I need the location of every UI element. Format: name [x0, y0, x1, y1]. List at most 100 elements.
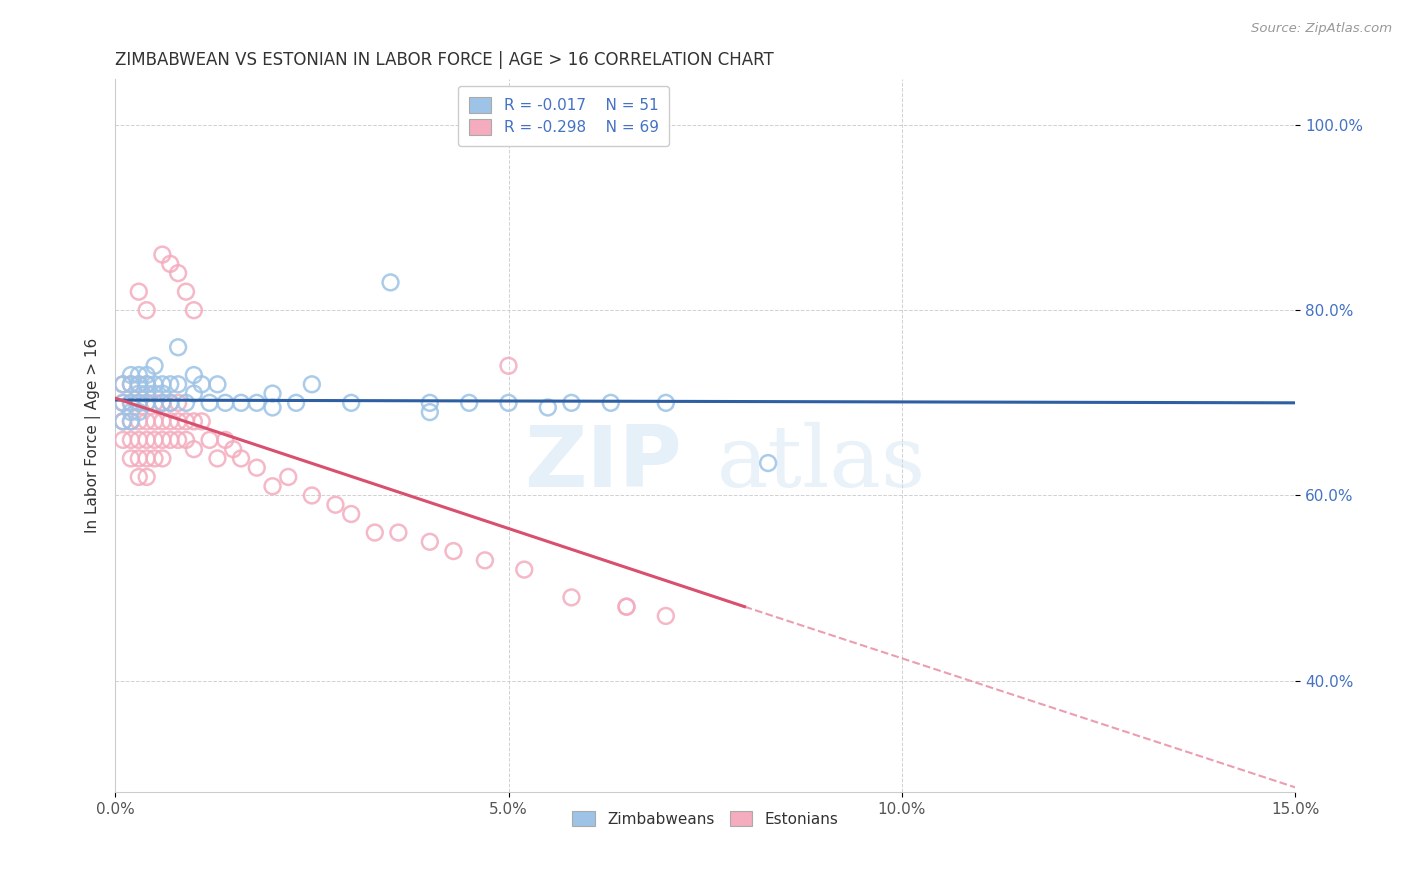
Point	[112, 433, 135, 447]
Point	[112, 414, 135, 428]
Point	[135, 396, 157, 410]
Point	[150, 396, 173, 410]
Point	[207, 377, 229, 392]
Point	[128, 377, 150, 392]
Point	[207, 451, 229, 466]
Point	[513, 563, 536, 577]
Point	[120, 377, 142, 392]
Point	[655, 396, 678, 410]
Point	[128, 377, 150, 392]
Point	[112, 377, 135, 392]
Point	[616, 599, 638, 614]
Point	[150, 386, 173, 401]
Point	[174, 285, 197, 299]
Point	[262, 386, 284, 401]
Point	[112, 377, 135, 392]
Point	[135, 470, 157, 484]
Point	[174, 396, 197, 410]
Point	[120, 396, 142, 410]
Point	[174, 433, 197, 447]
Point	[419, 405, 441, 419]
Point	[159, 377, 181, 392]
Text: ZIP: ZIP	[524, 422, 682, 505]
Point	[143, 433, 166, 447]
Point	[458, 396, 481, 410]
Point	[135, 303, 157, 318]
Point	[419, 534, 441, 549]
Point	[301, 377, 323, 392]
Point	[135, 414, 157, 428]
Point	[143, 451, 166, 466]
Point	[560, 396, 582, 410]
Point	[183, 303, 205, 318]
Point	[387, 525, 409, 540]
Point	[498, 359, 520, 373]
Point	[214, 433, 236, 447]
Point	[340, 396, 363, 410]
Point	[128, 414, 150, 428]
Point	[277, 470, 299, 484]
Point	[112, 396, 135, 410]
Point	[159, 257, 181, 271]
Point	[150, 247, 173, 261]
Point	[167, 266, 190, 280]
Point	[150, 414, 173, 428]
Point	[198, 396, 221, 410]
Point	[419, 396, 441, 410]
Point	[135, 377, 157, 392]
Point	[167, 396, 190, 410]
Point	[167, 340, 190, 354]
Point	[599, 396, 621, 410]
Point	[262, 479, 284, 493]
Point	[183, 442, 205, 457]
Point	[560, 591, 582, 605]
Point	[159, 396, 181, 410]
Point	[756, 456, 779, 470]
Point	[150, 377, 173, 392]
Point	[143, 386, 166, 401]
Point	[246, 460, 269, 475]
Point	[498, 396, 520, 410]
Point	[655, 609, 678, 624]
Point	[120, 414, 142, 428]
Point	[285, 396, 308, 410]
Point	[380, 276, 402, 290]
Point	[167, 377, 190, 392]
Point	[128, 396, 150, 410]
Point	[174, 414, 197, 428]
Point	[135, 451, 157, 466]
Point	[128, 396, 150, 410]
Point	[167, 433, 190, 447]
Point	[246, 396, 269, 410]
Point	[128, 368, 150, 382]
Y-axis label: In Labor Force | Age > 16: In Labor Force | Age > 16	[86, 338, 101, 533]
Point	[120, 396, 142, 410]
Point	[183, 368, 205, 382]
Point	[537, 401, 560, 415]
Text: ZIMBABWEAN VS ESTONIAN IN LABOR FORCE | AGE > 16 CORRELATION CHART: ZIMBABWEAN VS ESTONIAN IN LABOR FORCE | …	[115, 51, 773, 69]
Point	[135, 377, 157, 392]
Point	[143, 359, 166, 373]
Point	[135, 396, 157, 410]
Point	[616, 599, 638, 614]
Point	[325, 498, 347, 512]
Point	[128, 470, 150, 484]
Point	[120, 368, 142, 382]
Point	[143, 377, 166, 392]
Point	[128, 285, 150, 299]
Point	[183, 414, 205, 428]
Point	[128, 405, 150, 419]
Point	[135, 433, 157, 447]
Legend: Zimbabweans, Estonians: Zimbabweans, Estonians	[564, 803, 846, 834]
Point	[214, 396, 236, 410]
Point	[120, 377, 142, 392]
Point	[112, 414, 135, 428]
Point	[120, 405, 142, 419]
Point	[135, 368, 157, 382]
Point	[128, 386, 150, 401]
Point	[443, 544, 465, 558]
Point	[159, 396, 181, 410]
Point	[135, 386, 157, 401]
Text: atlas: atlas	[717, 422, 927, 506]
Point	[128, 451, 150, 466]
